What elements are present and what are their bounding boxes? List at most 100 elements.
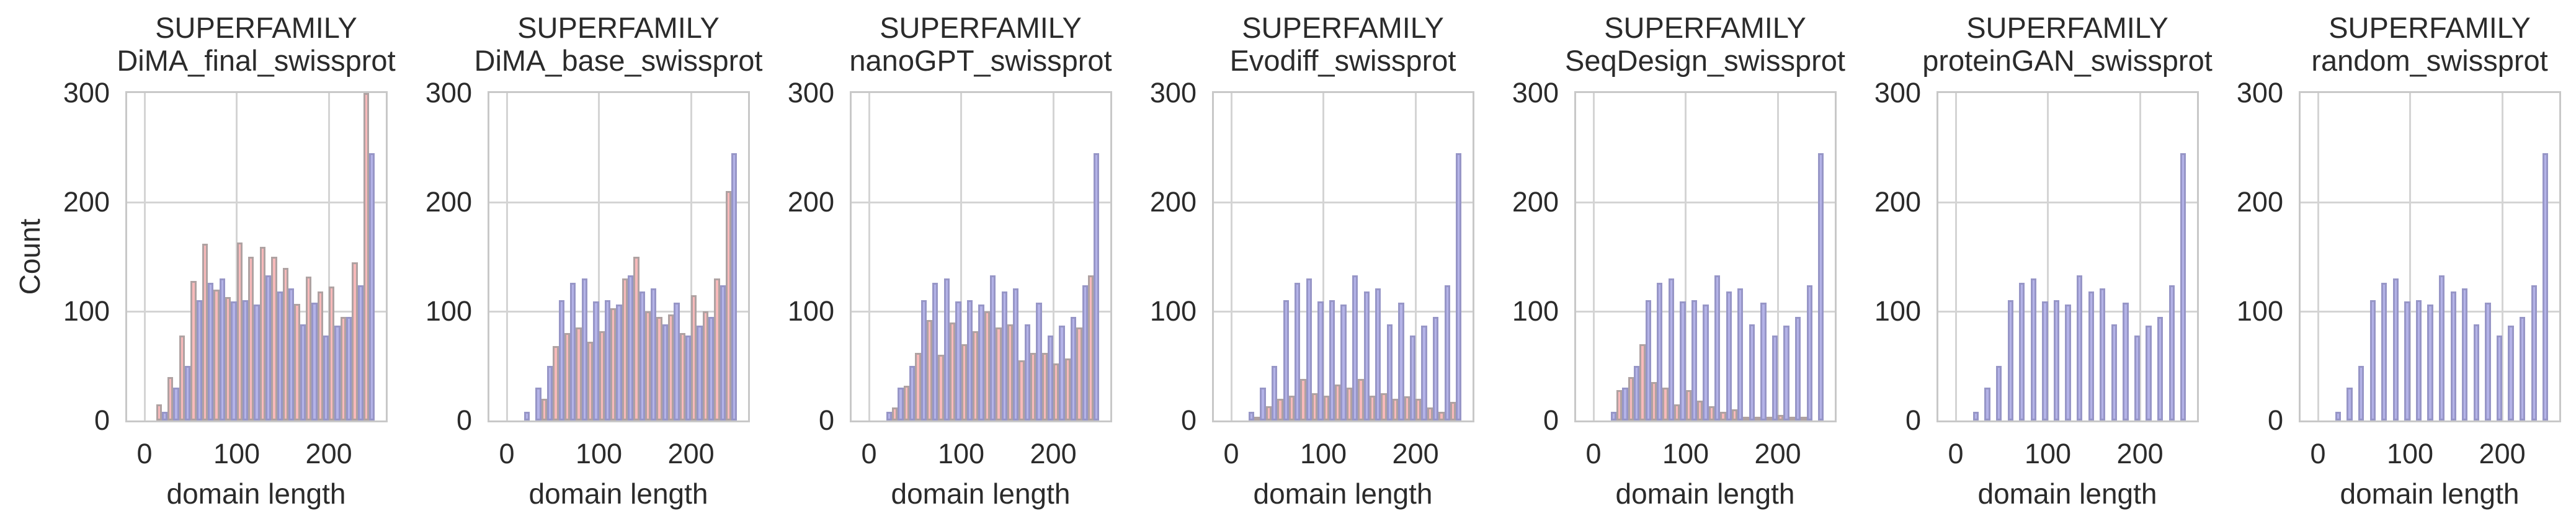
- blue-bar: [1680, 301, 1686, 420]
- y-tick-label-0: 0: [1180, 404, 1197, 436]
- red-bar: [1685, 389, 1691, 420]
- red-bar: [1346, 388, 1352, 420]
- x-gridline-100: [2047, 93, 2049, 420]
- blue-bar: [2180, 153, 2186, 420]
- red-bar: [541, 398, 547, 420]
- panel-title-line2: proteinGAN_swissprot: [1922, 44, 2213, 77]
- panel-title: SUPERFAMILY DiMA_final_swissprot: [117, 11, 395, 77]
- x-tick-label-200: 200: [2116, 438, 2164, 469]
- red-bar: [714, 278, 720, 420]
- blue-bar: [1794, 316, 1801, 420]
- x-gridline-0: [1230, 93, 1232, 420]
- red-bar: [1392, 398, 1399, 420]
- y-tick-label-200: 200: [2236, 186, 2283, 218]
- blue-bar: [955, 301, 961, 420]
- blue-bar: [173, 388, 179, 420]
- blue-bar: [311, 302, 318, 420]
- red-bar: [903, 385, 909, 420]
- red-bar: [1731, 409, 1738, 420]
- y-tick-label-300: 300: [1512, 77, 1559, 109]
- blue-bar: [2392, 278, 2399, 420]
- red-bar: [984, 311, 990, 420]
- blue-bar: [2404, 301, 2410, 420]
- blue-bar: [1456, 153, 1462, 420]
- panel-title-line1: SUPERFAMILY: [155, 11, 357, 44]
- blue-bar: [2030, 278, 2036, 420]
- y-tick-label-100: 100: [1149, 295, 1197, 327]
- red-bar: [610, 308, 617, 420]
- blue-bar: [886, 411, 893, 420]
- blue-bar: [1668, 278, 1674, 420]
- y-tick-label-300: 300: [2236, 77, 2283, 109]
- y-gridline-200: [1938, 201, 2197, 203]
- blue-bar: [662, 324, 668, 420]
- blue-bar: [2111, 324, 2117, 420]
- y-tick-label-200: 200: [1874, 186, 1921, 218]
- histogram-panel-random_swissprot: SUPERFAMILY random_swissprot 0 100 200 300 0 10…: [2173, 0, 2561, 529]
- blue-bar: [674, 302, 680, 420]
- red-bar: [892, 407, 898, 420]
- blue-bar: [2381, 283, 2387, 420]
- red-bar: [553, 346, 559, 420]
- red-bar: [156, 404, 162, 420]
- red-bar: [938, 355, 944, 420]
- red-bar: [1018, 360, 1025, 420]
- blue-bar: [651, 288, 657, 420]
- y-tick-label-0: 0: [456, 404, 472, 436]
- blue-bar: [277, 291, 283, 420]
- blue-bar: [208, 283, 214, 420]
- red-bar: [1007, 324, 1014, 420]
- red-bar: [1639, 344, 1646, 420]
- red-bar: [282, 267, 289, 420]
- red-bar: [1381, 393, 1387, 420]
- histogram-panel-Evodiff_swissprot: SUPERFAMILY Evodiff_swissprot 0 100 200 300 0 1…: [1087, 0, 1474, 529]
- blue-bar: [558, 300, 564, 420]
- panel-title-line1: SUPERFAMILY: [880, 11, 1082, 44]
- x-tick-label-100: 100: [2387, 438, 2434, 469]
- red-bar: [1778, 415, 1784, 420]
- blue-bar: [1432, 316, 1439, 420]
- red-bar: [973, 331, 979, 420]
- x-tick-label-200: 200: [1392, 438, 1439, 469]
- x-gridline-0: [868, 93, 870, 420]
- red-bar: [1358, 379, 1364, 420]
- blue-bar: [219, 278, 225, 420]
- x-gridline-200: [1776, 93, 1779, 420]
- blue-bar: [943, 278, 950, 420]
- red-bar: [622, 278, 628, 420]
- blue-bar: [593, 301, 599, 420]
- y-tick-label-0: 0: [818, 404, 834, 436]
- blue-bar: [2438, 275, 2445, 420]
- panel-title: SUPERFAMILY SeqDesign_swissprot: [1565, 11, 1845, 77]
- blue-bar: [2123, 302, 2129, 420]
- blue-bar: [300, 324, 306, 420]
- blue-bar: [1760, 302, 1767, 420]
- blue-bar: [720, 285, 726, 420]
- red-bar: [1277, 398, 1283, 420]
- blue-bar: [1283, 300, 1289, 420]
- blue-bar: [2508, 325, 2514, 420]
- red-bar: [340, 316, 346, 420]
- blue-bar: [1329, 300, 1335, 420]
- blue-bar: [1714, 275, 1721, 420]
- y-gridline-200: [1214, 201, 1473, 203]
- histogram-panel-DiMA_final_swissprot: SUPERFAMILY DiMA_final_swissprot 0 100 200 30…: [0, 0, 396, 529]
- histogram-panel-SeqDesign_swissprot: SUPERFAMILY SeqDesign_swissprot 0 100 200 300…: [1449, 0, 1845, 529]
- blue-bar: [265, 275, 272, 420]
- y-tick-label-100: 100: [1512, 295, 1559, 327]
- y-tick-label-100: 100: [787, 295, 834, 327]
- red-bar: [1087, 275, 1094, 420]
- x-tick-label-100: 100: [938, 438, 985, 469]
- blue-bar: [2007, 300, 2013, 420]
- red-bar: [190, 280, 197, 420]
- red-bar: [1311, 393, 1318, 420]
- x-tick-label-200: 200: [667, 438, 715, 469]
- y-gridline-200: [127, 201, 386, 203]
- panel-title-line1: SUPERFAMILY: [517, 11, 720, 44]
- y-tick-label-200: 200: [1149, 186, 1197, 218]
- red-bar: [961, 344, 967, 420]
- y-tick-label-100: 100: [425, 295, 472, 327]
- y-tick-label-100: 100: [63, 295, 110, 327]
- y-tick-label-200: 200: [1512, 186, 1559, 218]
- x-gridline-100: [598, 93, 600, 420]
